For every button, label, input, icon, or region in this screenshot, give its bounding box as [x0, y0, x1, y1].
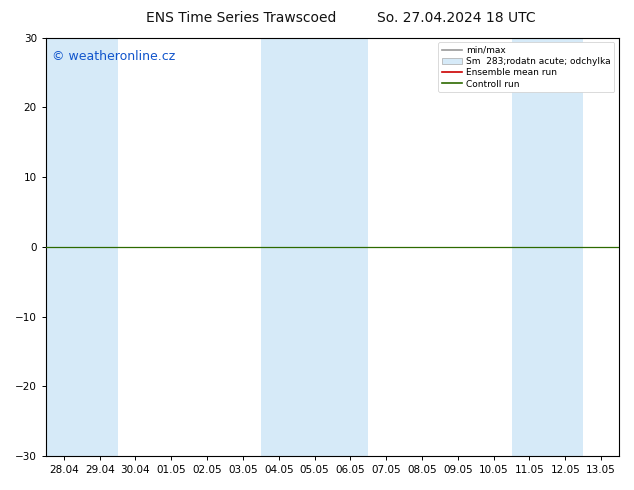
- Bar: [512, 38, 547, 456]
- Bar: [46, 38, 82, 456]
- Bar: [332, 38, 368, 456]
- Legend: min/max, Sm  283;rodatn acute; odchylka, Ensemble mean run, Controll run: min/max, Sm 283;rodatn acute; odchylka, …: [438, 42, 614, 92]
- Bar: [297, 38, 332, 456]
- Bar: [261, 38, 297, 456]
- Text: © weatheronline.cz: © weatheronline.cz: [51, 50, 175, 63]
- Bar: [547, 38, 583, 456]
- Text: ENS Time Series Trawscoed: ENS Time Series Trawscoed: [146, 11, 336, 25]
- Bar: [82, 38, 117, 456]
- Text: So. 27.04.2024 18 UTC: So. 27.04.2024 18 UTC: [377, 11, 536, 25]
